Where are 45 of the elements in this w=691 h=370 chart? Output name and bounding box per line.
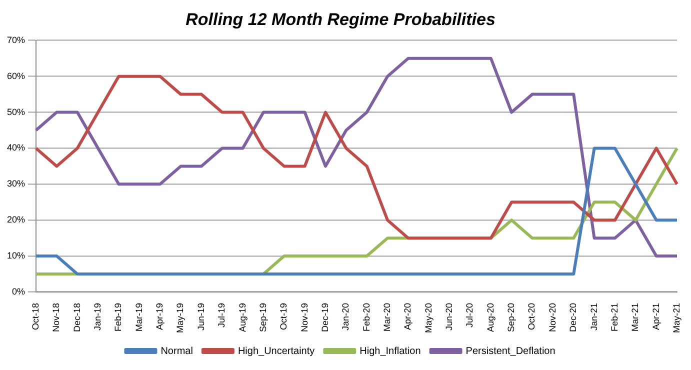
x-tick-label: Oct-19 (278, 302, 289, 330)
x-tick-label: Mar-20 (382, 302, 392, 332)
x-tick-label: Jan-20 (340, 302, 351, 331)
x-tick-label: Dec-20 (568, 302, 578, 332)
y-tick-label: 10% (7, 250, 26, 261)
x-tick-label: Aug-19 (237, 302, 248, 332)
x-tick-label: Feb-20 (361, 302, 372, 332)
x-tick-label: Jun-20 (444, 302, 454, 331)
x-tick-label: May-20 (423, 302, 434, 334)
legend-label: High_Inflation (360, 346, 421, 357)
x-tick-label: Apr-19 (154, 302, 165, 330)
legend-label: Normal (160, 346, 193, 357)
x-tick-label: Dec-19 (320, 302, 330, 332)
y-tick-label: 0% (12, 286, 26, 296)
y-tick-label: 40% (7, 142, 26, 153)
x-tick-label: Dec-18 (72, 302, 82, 332)
x-tick-label: Jul-19 (216, 302, 227, 328)
chart-title: Rolling 12 Month Regime Probabilities (186, 10, 496, 29)
x-tick-label: Apr-20 (402, 302, 413, 330)
x-tick-label: Sep-20 (506, 302, 516, 332)
x-tick-label: Oct-20 (526, 302, 537, 330)
x-tick-label: Mar-21 (630, 302, 640, 332)
x-tick-label: Nov-18 (51, 302, 62, 332)
x-tick-label: Nov-19 (299, 302, 310, 332)
x-tick-label: Feb-21 (609, 302, 620, 332)
x-tick-label: Sep-19 (258, 302, 268, 332)
x-tick-label: Jan-21 (588, 302, 599, 331)
x-tick-label: Jun-19 (196, 302, 206, 331)
y-tick-label: 60% (7, 70, 26, 81)
x-tick-label: Apr-21 (650, 302, 661, 330)
x-tick-label: Nov-20 (547, 302, 558, 332)
x-tick-label: Jan-19 (92, 302, 103, 331)
y-tick-label: 70% (7, 34, 26, 45)
legend-label: Persistent_Deflation (466, 346, 556, 357)
x-tick-label: May-21 (671, 302, 682, 334)
x-tick-label: Oct-18 (30, 302, 40, 330)
x-tick-label: Jul-20 (464, 302, 475, 328)
x-tick-label: Aug-20 (485, 302, 496, 332)
x-tick-label: May-19 (175, 302, 186, 334)
x-tick-label: Feb-19 (113, 302, 124, 332)
y-tick-label: 20% (7, 214, 26, 225)
legend-label: High_Uncertainty (238, 346, 315, 357)
x-tick-label: Mar-19 (134, 302, 144, 332)
y-tick-label: 50% (7, 106, 26, 117)
y-tick-label: 30% (7, 178, 26, 189)
